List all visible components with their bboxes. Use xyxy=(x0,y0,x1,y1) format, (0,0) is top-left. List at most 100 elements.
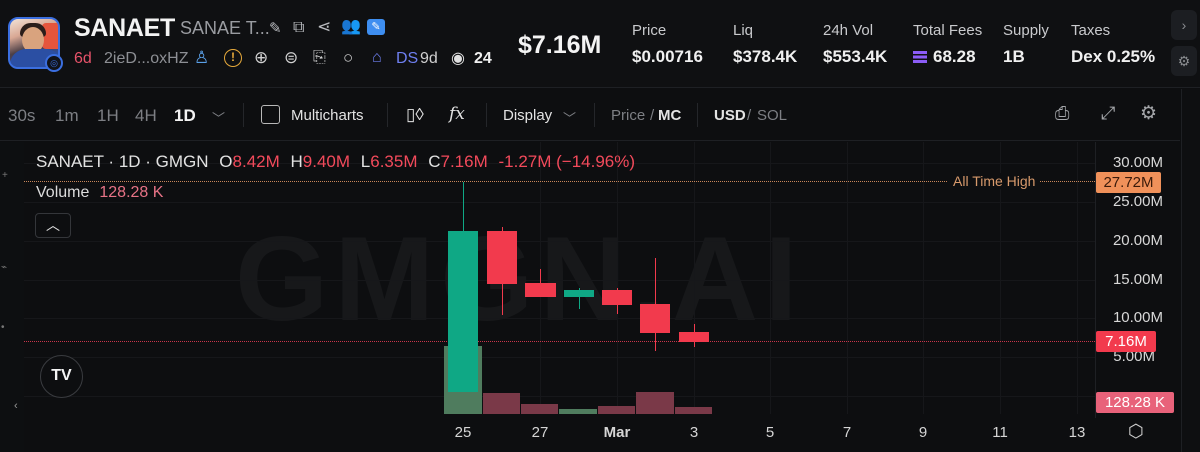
grid-line xyxy=(770,142,771,414)
token-symbol: SANAET xyxy=(74,14,175,42)
menu-circle-icon[interactable]: ⊜ xyxy=(284,48,299,67)
candle-down[interactable] xyxy=(640,304,670,333)
ohlc-legend: SANAET · 1D · GMGN O8.42M H9.40M L6.35M … xyxy=(36,152,635,172)
display-chevron-icon[interactable]: ﹀ xyxy=(563,111,577,126)
edit-icon[interactable]: ✎ xyxy=(269,20,282,37)
y-tick: 25.00M xyxy=(1112,193,1163,210)
stat-price: Price $0.00716 xyxy=(632,22,703,67)
divider xyxy=(697,103,698,127)
price-toggle[interactable]: Price xyxy=(611,107,646,124)
open-value: 8.42M xyxy=(232,152,280,171)
candle-down[interactable] xyxy=(602,290,632,305)
shape-tool-icon[interactable]: • xyxy=(1,322,5,333)
volume-bar xyxy=(636,392,674,414)
market-cap: $7.16M xyxy=(518,31,602,59)
candle-up[interactable] xyxy=(448,231,478,392)
grid-line xyxy=(617,142,618,414)
fullscreen-expand-icon[interactable]: ⤢ xyxy=(1101,103,1116,123)
x-tick: 9 xyxy=(918,424,928,441)
search-icon[interactable]: ○ xyxy=(343,48,354,67)
token-name: SANAE T... xyxy=(180,18,270,38)
interval-1h[interactable]: 1H xyxy=(97,106,119,125)
grid-line xyxy=(24,357,1095,358)
screenshot-camera-icon[interactable]: ⎙ xyxy=(1055,103,1070,123)
token-avatar[interactable] xyxy=(8,17,60,69)
multicharts-checkbox[interactable] xyxy=(261,105,280,124)
globe-icon[interactable]: ⊕ xyxy=(254,48,269,67)
right-panel-edge xyxy=(1181,89,1200,452)
open-label: O xyxy=(219,152,233,171)
dexscreener-age: 9d xyxy=(420,50,438,67)
community-icon[interactable]: 👥 xyxy=(341,18,361,35)
copy-icon[interactable]: ⧉ xyxy=(293,19,305,36)
stat-supply: Supply 1B xyxy=(1003,22,1049,67)
current-price-line xyxy=(24,341,1095,342)
y-tick: 20.00M xyxy=(1112,232,1163,249)
current-price-tag: 7.16M xyxy=(1096,331,1156,352)
dexscreener-label[interactable]: DS xyxy=(396,50,419,67)
change-value: -1.27M (−14.96%) xyxy=(498,152,636,171)
candle-up[interactable] xyxy=(564,290,594,297)
avatar-face xyxy=(22,27,44,53)
interval-1m[interactable]: 1m xyxy=(55,106,79,125)
display-dropdown[interactable]: Display xyxy=(503,107,553,124)
divider xyxy=(486,103,487,127)
draw-tool-icon[interactable]: ⌁ xyxy=(1,262,8,273)
stat-value: 68.28 xyxy=(913,47,982,67)
close-value: 7.16M xyxy=(440,152,488,171)
watermark: GMGN.AI xyxy=(235,212,804,346)
axis-settings-icon[interactable]: ⬡ xyxy=(1128,421,1144,441)
legend-title: SANAET · 1D · GMGN xyxy=(36,152,209,171)
toggle-slash: / xyxy=(650,107,655,124)
y-tick: 10.00M xyxy=(1112,309,1163,326)
stat-value: $378.4K xyxy=(733,47,798,66)
usd-toggle[interactable]: USD xyxy=(714,107,746,124)
chart-toolbar: 30s 1m 1H 4H 1D ﹀ Multicharts ▯◊ fx Disp… xyxy=(0,89,1180,141)
grid-line xyxy=(24,241,1095,242)
chat-add-icon[interactable]: ⎘ xyxy=(313,49,326,66)
volume-bar xyxy=(483,393,520,414)
sol-toggle[interactable]: SOL xyxy=(757,107,788,124)
candle-down[interactable] xyxy=(525,283,556,297)
candle-down[interactable] xyxy=(487,231,517,284)
candle-wick xyxy=(579,288,580,309)
volume-legend: Volume 128.28 K xyxy=(36,184,163,202)
chef-hat-icon[interactable]: ⌂ xyxy=(372,49,382,66)
view-count: 24 xyxy=(474,50,492,67)
volume-bar xyxy=(675,407,712,414)
share-icon[interactable]: ⋖ xyxy=(317,17,332,36)
volume-label: Volume xyxy=(36,184,90,201)
interval-4h[interactable]: 4H xyxy=(135,106,157,125)
high-label: H xyxy=(290,152,303,171)
y-tick: 30.00M xyxy=(1112,154,1163,171)
stat-taxes: Taxes Dex 0.25% xyxy=(1071,22,1155,67)
chart-settings-gear-icon[interactable]: ⚙ xyxy=(1140,103,1158,124)
stat-value: $0.00716 xyxy=(632,47,703,66)
interval-1d[interactable]: 1D xyxy=(174,106,196,125)
candle-down[interactable] xyxy=(679,332,709,342)
solana-icon xyxy=(913,51,927,63)
tradingview-logo-icon[interactable]: TV xyxy=(40,355,83,398)
x-tick: 5 xyxy=(765,424,775,441)
interval-30s[interactable]: 30s xyxy=(8,106,36,125)
token-address[interactable]: 2ieD...oxHZ xyxy=(104,50,189,67)
multicharts-label[interactable]: Multicharts xyxy=(291,107,364,124)
price-axis[interactable]: 30.00M 25.00M 20.00M 15.00M 10.00M 5.00M xyxy=(1095,142,1177,418)
crosshair-tool-icon[interactable]: + xyxy=(2,170,8,181)
mc-toggle[interactable]: MC xyxy=(658,107,682,124)
settings-gear-icon[interactable]: ⚙ xyxy=(1171,46,1197,76)
expand-panel-button[interactable]: › xyxy=(1171,10,1197,40)
edit-info-icon[interactable]: ✎ xyxy=(367,19,385,35)
warning-icon[interactable]: ! xyxy=(224,49,242,67)
grid-line xyxy=(694,142,695,414)
x-tick: Mar xyxy=(603,424,631,441)
candle-type-icon[interactable]: ▯◊ xyxy=(406,105,424,124)
collapse-legend-button[interactable]: ︿ xyxy=(35,213,71,238)
x-tick: 7 xyxy=(842,424,852,441)
user-icon[interactable]: ♙ xyxy=(194,48,210,67)
collapse-toolbar-icon[interactable]: ‹ xyxy=(14,400,18,412)
stat-label: Price xyxy=(632,22,667,39)
interval-dropdown-chevron-icon[interactable]: ﹀ xyxy=(212,111,226,126)
indicators-fx-icon[interactable]: fx xyxy=(449,104,465,124)
x-tick: 25 xyxy=(454,424,472,441)
